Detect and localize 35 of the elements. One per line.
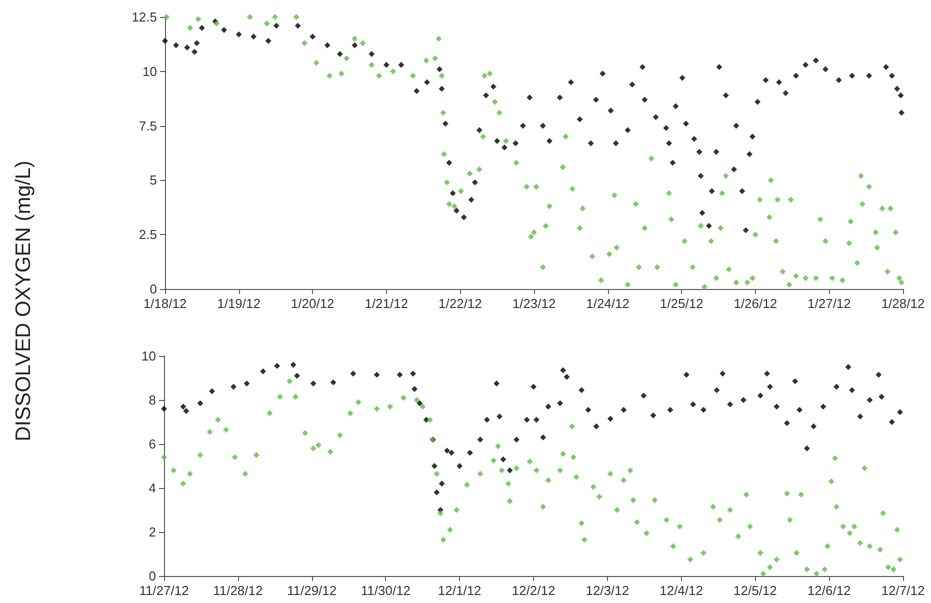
x-tick-label: 1/19/12 (217, 296, 260, 311)
x-tick-label: 1/20/12 (290, 296, 334, 311)
y-tick-label: 4 (148, 480, 156, 496)
x-tick-label: 12/3/12 (586, 583, 630, 598)
x-tick-label: 1/24/12 (586, 296, 630, 311)
x-tick-label: 1/18/12 (143, 296, 187, 311)
x-tick-label: 11/30/12 (360, 583, 411, 598)
x-tick-label: 1/21/12 (364, 296, 408, 311)
x-tick-label: 12/6/12 (807, 583, 851, 598)
y-tick-label: 12.5 (132, 10, 157, 24)
x-tick-label: 12/2/12 (512, 583, 556, 598)
y-tick-label: 2 (148, 524, 156, 540)
x-tick-label: 11/27/12 (139, 583, 189, 598)
x-tick-label: 1/28/12 (881, 296, 925, 311)
x-tick-label: 1/22/12 (438, 296, 482, 311)
x-tick-label: 11/28/12 (213, 583, 263, 598)
y-tick-label: 7.5 (138, 118, 157, 134)
y-axis-title: DISSOLVED OXYGEN (mg/L) (12, 160, 36, 442)
y-tick-label: 2.5 (138, 227, 157, 242)
x-tick-label: 12/1/12 (438, 583, 482, 598)
y-tick-label: 10 (142, 64, 157, 79)
y-tick-label: 8 (148, 392, 156, 408)
y-tick-label: 10 (142, 348, 156, 364)
x-tick-label: 11/29/12 (286, 583, 337, 598)
y-tick-label: 0 (150, 282, 157, 296)
x-tick-label: 1/25/12 (660, 296, 704, 311)
x-tick-label: 12/4/12 (660, 583, 703, 598)
x-tick-label: 1/27/12 (808, 296, 851, 311)
y-tick-label: 6 (148, 436, 156, 452)
x-tick-label: 1/26/12 (734, 296, 778, 311)
y-tick-label: 0 (148, 568, 156, 584)
x-tick-label: 12/7/12 (881, 583, 925, 598)
x-tick-label: 1/23/12 (512, 296, 556, 311)
x-tick-label: 12/5/12 (734, 583, 777, 598)
y-tick-label: 5 (150, 172, 157, 188)
